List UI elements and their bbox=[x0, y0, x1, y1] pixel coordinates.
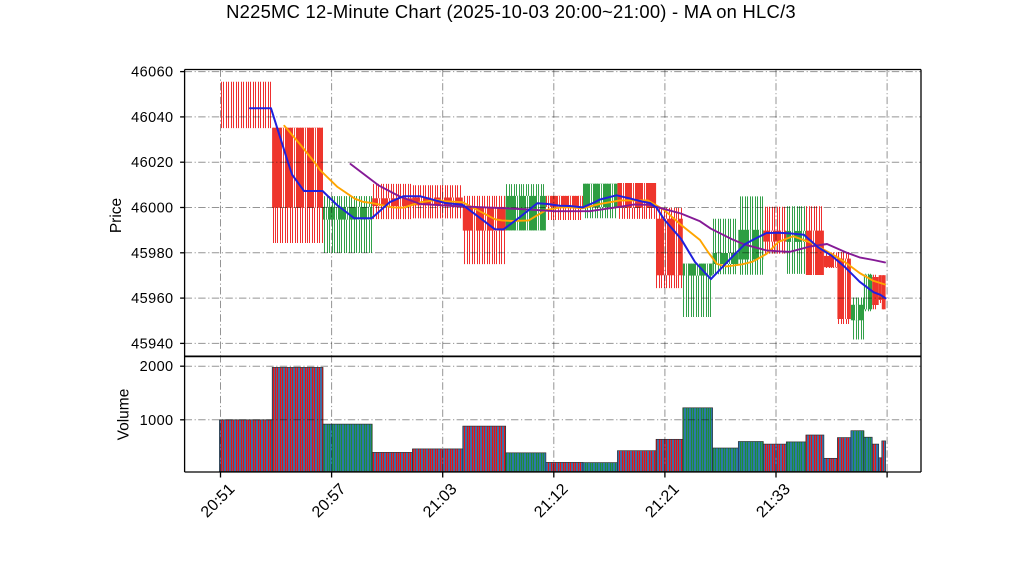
svg-text:45940: 45940 bbox=[131, 336, 173, 352]
svg-text:45980: 45980 bbox=[131, 246, 173, 262]
svg-text:Volume: Volume bbox=[115, 389, 132, 441]
svg-text:46020: 46020 bbox=[131, 155, 173, 171]
svg-text:46060: 46060 bbox=[131, 65, 173, 81]
svg-text:2000: 2000 bbox=[140, 359, 174, 375]
svg-text:Price: Price bbox=[108, 198, 125, 233]
svg-text:46040: 46040 bbox=[131, 110, 173, 126]
svg-text:N225MC 12-Minute Chart (2025-1: N225MC 12-Minute Chart (2025-10-03 20:00… bbox=[226, 1, 796, 22]
svg-text:45960: 45960 bbox=[131, 291, 173, 307]
svg-text:1000: 1000 bbox=[140, 413, 174, 429]
svg-text:46000: 46000 bbox=[131, 201, 173, 217]
